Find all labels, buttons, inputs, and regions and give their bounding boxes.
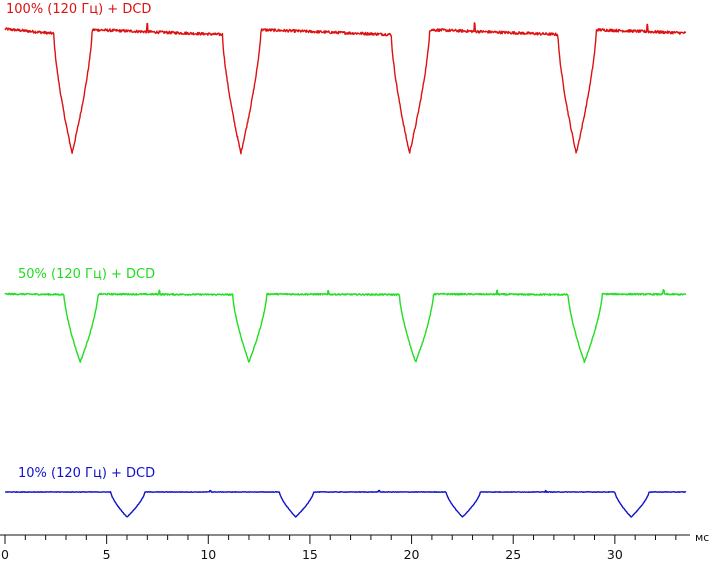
series-label-group: 100% (120 Гц) + DCD 50% (120 Гц) + DCD 10%… <box>6 2 155 481</box>
x-tick-label: 5 <box>103 547 111 562</box>
series-line-2 <box>4 289 687 364</box>
series-label-3: 10% (120 Гц) + DCD <box>18 466 155 481</box>
x-tick-label: 20 <box>404 547 420 562</box>
trace-group <box>4 22 687 518</box>
x-tick-label: 0 <box>1 547 9 562</box>
x-axis: 0 5 10 15 20 25 30 мс <box>0 531 709 562</box>
series-label-1: 100% (120 Гц) + DCD <box>6 2 151 17</box>
x-tick-label: 15 <box>302 547 318 562</box>
x-tick-label: 30 <box>607 547 623 562</box>
x-tick-label: 25 <box>505 547 521 562</box>
x-tick-label: 10 <box>200 547 216 562</box>
series-label-2: 50% (120 Гц) + DCD <box>18 267 155 282</box>
series-line-1 <box>4 22 687 155</box>
x-unit-label: мс <box>695 531 709 544</box>
series-line-3 <box>4 489 687 518</box>
